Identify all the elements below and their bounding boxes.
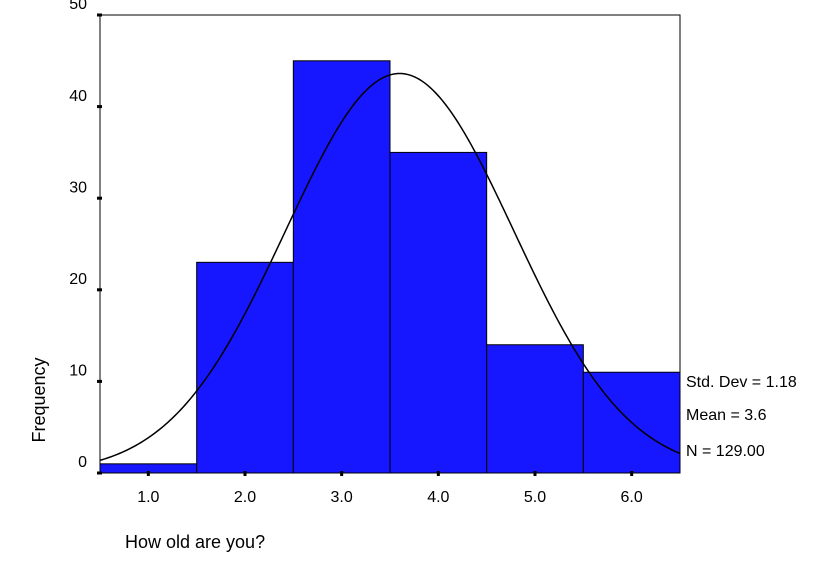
bar xyxy=(389,151,488,474)
y-tick-label: 0 xyxy=(78,454,87,471)
x-tick-label: 1.0 xyxy=(137,489,159,506)
x-axis-title: How old are you? xyxy=(125,532,265,552)
bar xyxy=(196,261,294,474)
stat-label: N = 129.00 xyxy=(686,443,765,460)
y-tick-label: 10 xyxy=(69,363,87,380)
bar xyxy=(486,344,584,474)
y-tick-label: 40 xyxy=(69,88,87,105)
x-tick-label: 5.0 xyxy=(524,489,546,506)
x-tick-label: 2.0 xyxy=(234,489,256,506)
stat-label: Mean = 3.6 xyxy=(686,407,767,424)
y-tick-label: 30 xyxy=(69,179,87,196)
x-tick-label: 6.0 xyxy=(621,489,643,506)
y-axis-title: Frequency xyxy=(29,357,49,442)
y-tick-label: 20 xyxy=(69,271,87,288)
y-tick-label: 50 xyxy=(69,0,87,13)
stat-label: Std. Dev = 1.18 xyxy=(686,374,797,391)
x-tick-label: 4.0 xyxy=(427,489,449,506)
x-tick-label: 3.0 xyxy=(331,489,353,506)
normal-curve xyxy=(99,72,681,462)
